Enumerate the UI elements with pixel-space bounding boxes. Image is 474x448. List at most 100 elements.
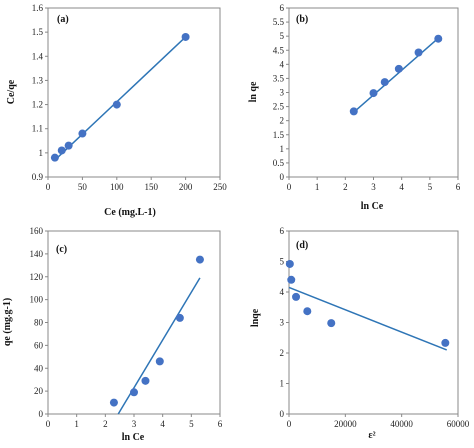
x-tick-label: 1 [74, 419, 79, 429]
x-tick-label: 3 [371, 182, 376, 192]
data-point [349, 107, 358, 116]
y-tick-label: 2 [280, 116, 285, 126]
y-tick-label: 3.5 [273, 73, 285, 83]
x-tick-label: 0 [46, 182, 51, 192]
y-tick-label: 20 [34, 386, 44, 396]
data-point [112, 100, 121, 109]
y-tick-label: 140 [30, 249, 44, 259]
y-tick-label: 1.3 [32, 75, 44, 85]
trend-line [353, 37, 439, 113]
y-tick-label: 1.6 [32, 3, 44, 13]
plot-frame [47, 7, 221, 178]
x-tick-label: 2 [103, 419, 108, 429]
y-tick-label: 1.2 [32, 100, 43, 110]
x-tick-label: 6 [456, 182, 461, 192]
data-point [303, 307, 312, 316]
y-tick-label: 4.5 [273, 45, 285, 55]
y-tick-label: 0.5 [273, 158, 285, 168]
y-tick-label: 3 [280, 318, 285, 328]
y-tick-label: 2 [280, 348, 285, 358]
y-tick-label: 1.5 [273, 130, 285, 140]
data-point [175, 313, 184, 322]
y-tick-label: 6 [280, 3, 285, 13]
y-tick-label: 0 [39, 409, 44, 419]
trend-line [54, 36, 187, 161]
y-tick-label: 0.9 [32, 172, 44, 182]
y-tick-label: 1.5 [32, 27, 44, 37]
y-tick-label: 4 [280, 287, 285, 297]
panel-label: (a) [57, 14, 69, 25]
data-point [287, 275, 296, 284]
y-axis-label: Ce/qe [6, 79, 17, 104]
panel-label: (c) [56, 244, 67, 255]
y-tick-label: 40 [34, 363, 44, 373]
x-tick-label: 250 [213, 182, 227, 192]
y-axis-label: ln qe [248, 81, 259, 102]
data-point [285, 259, 294, 268]
data-point [155, 357, 164, 366]
y-tick-label: 120 [30, 272, 44, 282]
x-tick-label: 4 [160, 419, 165, 429]
y-tick-label: 5 [280, 31, 285, 41]
chart-panel-2: 0 1 2 3 4 5 6 0 0.5 1 1.5 2 2.5 3 3.5 4 4.5 5 5.5 6 (b) ln Ce… [248, 3, 461, 212]
y-axis-label: qe (mg.g-1) [2, 298, 13, 346]
x-tick-label: 150 [144, 182, 158, 192]
data-point [292, 292, 301, 301]
x-axis-label: ε² [368, 430, 375, 441]
plot-frame [288, 230, 459, 415]
x-tick-label: 2 [343, 182, 348, 192]
x-tick-label: 50 [78, 182, 88, 192]
data-point [109, 398, 118, 407]
trend-line [288, 286, 448, 351]
data-point [130, 388, 138, 397]
x-tick-label: 200 [179, 182, 193, 192]
y-tick-label: 1.4 [32, 51, 44, 61]
y-tick-label: 1 [280, 144, 285, 154]
y-tick-label: 5 [280, 257, 285, 267]
x-tick-label: 20000 [334, 419, 357, 429]
data-point [414, 48, 423, 57]
y-tick-label: 2.5 [273, 102, 285, 112]
y-axis-label: lnqe [250, 308, 261, 327]
data-point [50, 153, 59, 162]
y-tick-label: 3 [280, 88, 285, 98]
x-axis-label: ln Ce [361, 201, 384, 212]
data-point [64, 141, 73, 150]
y-tick-label: 6 [280, 226, 285, 236]
panel-label: (d) [296, 240, 308, 251]
chart-panel-1: 0 50 100 150 200 250 0.9 1 1.1 1.2 1.3 1.4 1.5 1.6 (a)… [6, 3, 227, 218]
y-tick-label: 1 [39, 148, 44, 158]
data-point [78, 129, 87, 138]
data-point [195, 255, 204, 264]
data-point [327, 319, 336, 328]
data-point [394, 64, 403, 73]
x-axis-label: ln Ce [122, 432, 145, 443]
x-tick-label: 40000 [390, 419, 413, 429]
y-tick-label: 0 [280, 172, 285, 182]
y-tick-label: 100 [30, 295, 44, 305]
x-tick-label: 100 [110, 182, 124, 192]
x-tick-label: 1 [315, 182, 320, 192]
y-tick-label: 1.1 [32, 124, 43, 134]
chart-panel-4: 0 20000 40000 60000 0 1 2 3 4 5 6 (d) ε² lnqe [250, 226, 470, 441]
x-tick-label: 60000 [447, 419, 470, 429]
x-tick-label: 0 [287, 419, 292, 429]
y-tick-label: 1 [280, 379, 285, 389]
y-tick-label: 0 [280, 409, 285, 419]
y-tick-label: 4 [280, 59, 285, 69]
x-axis-label: Ce (mg.L-1) [104, 207, 156, 218]
data-point [369, 89, 378, 98]
y-tick-label: 80 [34, 318, 44, 328]
y-tick-label: 160 [30, 226, 44, 236]
x-tick-label: 5 [189, 419, 194, 429]
data-point [181, 32, 190, 41]
x-tick-label: 5 [428, 182, 433, 192]
y-tick-label: 5.5 [273, 17, 285, 27]
data-point [57, 146, 66, 155]
data-point [141, 376, 150, 385]
data-point [441, 338, 450, 347]
panel-label: (b) [296, 14, 308, 25]
x-tick-label: 3 [132, 419, 137, 429]
